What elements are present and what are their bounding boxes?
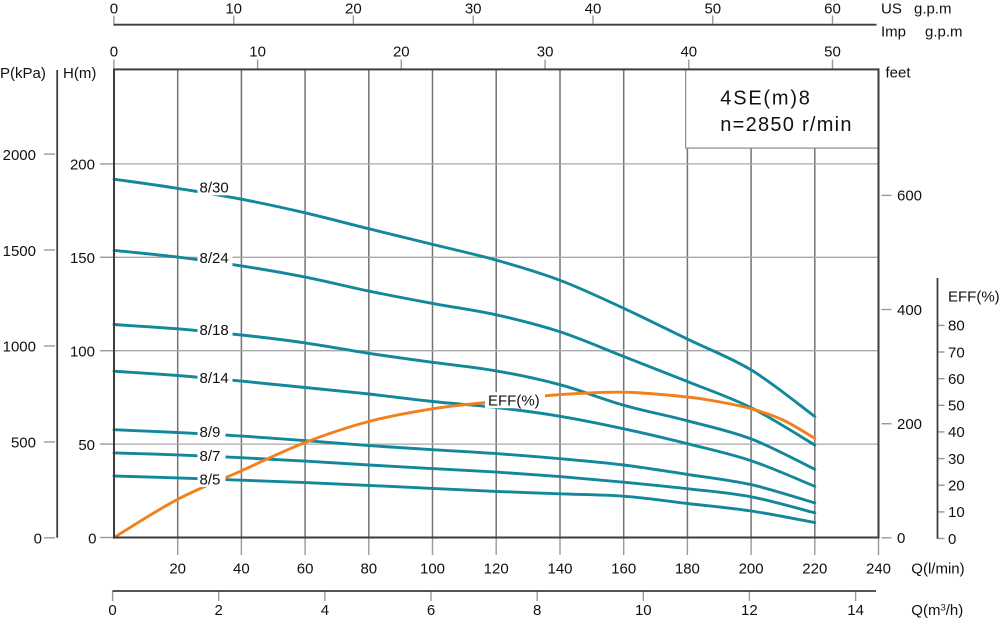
svg-text:60: 60 bbox=[948, 371, 965, 388]
svg-text:200: 200 bbox=[739, 561, 764, 578]
svg-text:50: 50 bbox=[78, 437, 95, 454]
svg-text:8/30: 8/30 bbox=[200, 180, 229, 197]
svg-text:8/14: 8/14 bbox=[200, 370, 229, 387]
svg-text:40: 40 bbox=[585, 1, 602, 18]
svg-text:14: 14 bbox=[847, 602, 864, 619]
svg-text:80: 80 bbox=[948, 318, 965, 335]
svg-text:500: 500 bbox=[11, 435, 36, 452]
svg-text:EFF(%): EFF(%) bbox=[948, 289, 1000, 306]
svg-text:180: 180 bbox=[675, 561, 700, 578]
svg-text:n=2850 r/min: n=2850 r/min bbox=[720, 114, 851, 136]
svg-text:g.p.m: g.p.m bbox=[914, 1, 952, 18]
svg-text:30: 30 bbox=[465, 1, 482, 18]
svg-text:0: 0 bbox=[108, 602, 116, 619]
svg-text:40: 40 bbox=[233, 561, 250, 578]
svg-text:feet: feet bbox=[886, 65, 912, 82]
svg-text:0: 0 bbox=[110, 1, 118, 18]
svg-text:10: 10 bbox=[249, 44, 266, 61]
svg-text:50: 50 bbox=[824, 44, 841, 61]
svg-text:120: 120 bbox=[484, 561, 509, 578]
svg-text:150: 150 bbox=[70, 250, 95, 267]
svg-text:50: 50 bbox=[948, 398, 965, 415]
svg-text:12: 12 bbox=[741, 602, 758, 619]
svg-text:2000: 2000 bbox=[3, 147, 36, 164]
svg-text:30: 30 bbox=[948, 451, 965, 468]
svg-text:8/5: 8/5 bbox=[200, 471, 221, 488]
svg-text:EFF(%): EFF(%) bbox=[488, 393, 540, 410]
svg-text:8/18: 8/18 bbox=[200, 322, 229, 339]
svg-text:20: 20 bbox=[948, 478, 965, 495]
svg-text:200: 200 bbox=[70, 157, 95, 174]
svg-text:P(kPa): P(kPa) bbox=[0, 65, 46, 82]
svg-text:8/24: 8/24 bbox=[200, 250, 229, 267]
svg-text:6: 6 bbox=[427, 602, 435, 619]
svg-text:60: 60 bbox=[824, 1, 841, 18]
svg-text:40: 40 bbox=[948, 424, 965, 441]
svg-text:10: 10 bbox=[948, 504, 965, 521]
svg-text:US: US bbox=[881, 1, 902, 18]
svg-text:0: 0 bbox=[88, 530, 96, 547]
svg-text:60: 60 bbox=[297, 561, 314, 578]
svg-text:1500: 1500 bbox=[3, 243, 36, 260]
svg-text:70: 70 bbox=[948, 344, 965, 361]
svg-text:600: 600 bbox=[897, 188, 922, 205]
svg-text:30: 30 bbox=[537, 44, 554, 61]
svg-text:220: 220 bbox=[802, 561, 827, 578]
svg-text:1000: 1000 bbox=[3, 339, 36, 356]
svg-text:10: 10 bbox=[225, 1, 242, 18]
svg-text:g.p.m: g.p.m bbox=[925, 24, 963, 41]
svg-text:Imp: Imp bbox=[881, 24, 906, 41]
svg-text:40: 40 bbox=[680, 44, 697, 61]
svg-text:H(m): H(m) bbox=[63, 65, 96, 82]
svg-text:20: 20 bbox=[345, 1, 362, 18]
svg-text:4SE(m)8: 4SE(m)8 bbox=[720, 87, 810, 109]
svg-text:8/9: 8/9 bbox=[200, 424, 221, 441]
svg-text:Q(m3/h): Q(m3/h) bbox=[911, 602, 963, 619]
svg-text:8/7: 8/7 bbox=[200, 448, 221, 465]
svg-text:0: 0 bbox=[34, 531, 42, 548]
svg-text:80: 80 bbox=[360, 561, 377, 578]
svg-text:50: 50 bbox=[704, 1, 721, 18]
svg-text:0: 0 bbox=[110, 44, 118, 61]
svg-text:10: 10 bbox=[635, 602, 652, 619]
svg-text:140: 140 bbox=[547, 561, 572, 578]
svg-text:2: 2 bbox=[215, 602, 223, 619]
svg-text:0: 0 bbox=[897, 530, 905, 547]
svg-text:100: 100 bbox=[70, 344, 95, 361]
svg-text:0: 0 bbox=[948, 531, 956, 548]
svg-text:4: 4 bbox=[321, 602, 329, 619]
svg-text:Q(l/min): Q(l/min) bbox=[911, 561, 964, 578]
svg-text:240: 240 bbox=[866, 561, 891, 578]
svg-text:20: 20 bbox=[393, 44, 410, 61]
svg-text:100: 100 bbox=[420, 561, 445, 578]
svg-text:20: 20 bbox=[169, 561, 186, 578]
svg-text:160: 160 bbox=[611, 561, 636, 578]
svg-text:400: 400 bbox=[897, 302, 922, 319]
svg-text:200: 200 bbox=[897, 416, 922, 433]
svg-text:8: 8 bbox=[533, 602, 541, 619]
